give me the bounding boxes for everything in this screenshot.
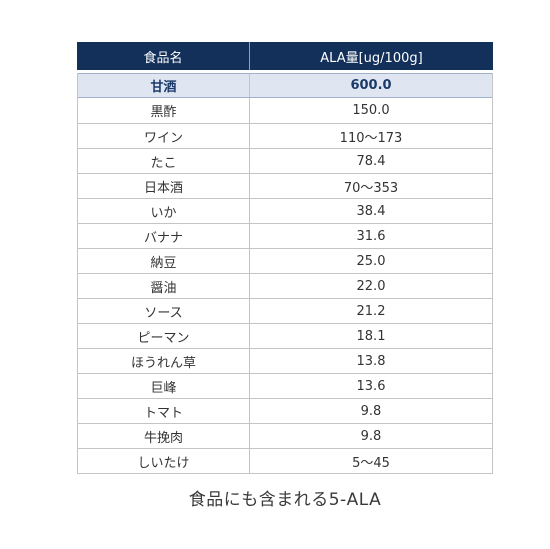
ala-value-cell: 38.4 xyxy=(356,203,386,219)
food-name-cell: 巨峰 xyxy=(78,374,250,398)
header-ala-amount: ALA量[ug/100g] xyxy=(320,50,423,66)
food-name-cell: 納豆 xyxy=(78,249,250,273)
ala-value-cell: 78.4 xyxy=(356,153,386,169)
ala-value-cell: 31.6 xyxy=(356,228,386,244)
table-body: 甘酒 600.0 黒酢 150.0 ワイン 110〜173 たこ 78.4 日本酒 70〜353 い… xyxy=(77,73,493,474)
ala-value-cell: 22.0 xyxy=(356,278,386,294)
header-food-name: 食品名 xyxy=(77,42,250,70)
table-header-row: 食品名 ALA量[ug/100g] xyxy=(77,42,493,70)
food-name-cell: 日本酒 xyxy=(78,174,250,198)
ala-content-table: 食品名 ALA量[ug/100g] 甘酒 600.0 黒酢 150.0 ワイン 110〜1… xyxy=(77,42,493,474)
food-name-cell: 牛挽肉 xyxy=(78,424,250,448)
table-row: いか 38.4 xyxy=(78,198,492,223)
table-row-highlighted: 甘酒 600.0 xyxy=(78,73,492,98)
ala-value-cell: 13.6 xyxy=(356,378,386,394)
table-row: 納豆 25.0 xyxy=(78,248,492,273)
ala-value-cell: 9.8 xyxy=(360,428,382,444)
food-name-cell: 醤油 xyxy=(78,274,250,298)
food-name-cell: ピーマン xyxy=(78,324,250,348)
ala-value-cell: 70〜353 xyxy=(343,180,399,196)
food-name-cell: 甘酒 xyxy=(78,74,250,97)
table-row: 醤油 22.0 xyxy=(78,273,492,298)
food-name-cell: ソース xyxy=(78,299,250,323)
food-name-cell: ほうれん草 xyxy=(78,349,250,373)
table-row: バナナ 31.6 xyxy=(78,223,492,248)
ala-value-cell: 13.8 xyxy=(356,353,386,369)
ala-value-cell: 110〜173 xyxy=(339,130,403,146)
ala-value-cell: 18.1 xyxy=(356,328,386,344)
table-row: ほうれん草 13.8 xyxy=(78,348,492,373)
ala-value-cell: 21.2 xyxy=(356,303,386,319)
table-row: ピーマン 18.1 xyxy=(78,323,492,348)
table-row: 巨峰 13.6 xyxy=(78,373,492,398)
table-row: しいたけ 5〜45 xyxy=(78,448,492,473)
ala-value-cell: 9.8 xyxy=(360,403,382,419)
table-row: 牛挽肉 9.8 xyxy=(78,423,492,448)
food-name-cell: いか xyxy=(78,199,250,223)
food-name-cell: たこ xyxy=(78,149,250,173)
table-row: ソース 21.2 xyxy=(78,298,492,323)
food-name-cell: トマト xyxy=(78,399,250,423)
table-row: ワイン 110〜173 xyxy=(78,123,492,148)
table-row: トマト 9.8 xyxy=(78,398,492,423)
table-row: 黒酢 150.0 xyxy=(78,98,492,123)
food-name-cell: しいたけ xyxy=(78,449,250,473)
ala-value-cell: 5〜45 xyxy=(352,455,390,471)
ala-value-cell: 150.0 xyxy=(352,103,390,118)
table-row: たこ 78.4 xyxy=(78,148,492,173)
ala-value-cell: 25.0 xyxy=(356,253,386,269)
food-name-cell: バナナ xyxy=(78,224,250,248)
food-name-cell: 黒酢 xyxy=(78,98,250,123)
table-caption: 食品にも含まれる5-ALA xyxy=(188,490,382,510)
table-row: 日本酒 70〜353 xyxy=(78,173,492,198)
food-name-cell: ワイン xyxy=(78,124,250,148)
ala-value-cell: 600.0 xyxy=(350,78,392,93)
